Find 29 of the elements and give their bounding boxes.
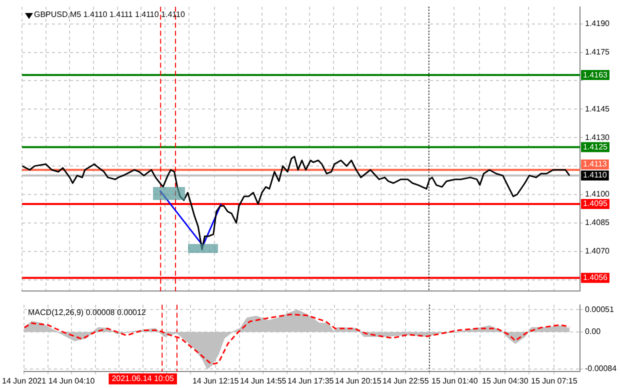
y-tick-label: 1.4085 [585,218,610,228]
x-tick-label: 14 Jun 2021 [2,376,47,386]
chart-title: MACD(12,26,9) 0.00008 0.00012 [28,308,146,318]
y-tick-label: 1.4070 [585,246,610,256]
ref-line-label: 1.4163 [583,70,608,80]
y-tick-label: -0.00084 [585,364,618,373]
y-tick-label: 1.4130 [585,132,610,142]
y-tick-label: 1.4145 [585,104,610,114]
ref-line-label: 1.4125 [583,142,608,152]
ref-line-label: 1.4056 [583,273,608,282]
x-tick-label: 14 Jun 04:10 [48,376,96,386]
y-tick-label: 0.00 [585,327,602,336]
y-tick-label: 1.4175 [585,48,610,57]
x-tick-label: 14 Jun 20:15 [335,376,382,386]
x-tick-label: 15 Jun 07:15 [531,376,578,386]
ref-line-label: 1.4095 [583,199,608,208]
chart-title: GBPUSD,M5 1.4110 1.4111 1.4110 1.4110 [34,10,186,20]
x-tick-label: 15 Jun 01:40 [432,376,478,386]
x-tick-label: 14 Jun 12:15 [192,376,240,386]
y-tick-label: 0.00051 [585,304,614,314]
x-tick-label: 14 Jun 14:55 [240,376,287,386]
x-tick-label: 15 Jun 04:30 [482,376,529,386]
x-tick-label: 14 Jun 17:35 [287,376,334,386]
ref-line-label: 1.4113 [583,160,608,169]
y-tick-label: 1.4190 [585,19,610,28]
x-tick-label: 14 Jun 22:55 [382,376,430,386]
ref-line-label: 2021.06.14 10:05 [112,374,175,384]
y-tick-label: 1.4100 [585,190,610,199]
ref-line-label: 1.4110 [583,170,608,180]
